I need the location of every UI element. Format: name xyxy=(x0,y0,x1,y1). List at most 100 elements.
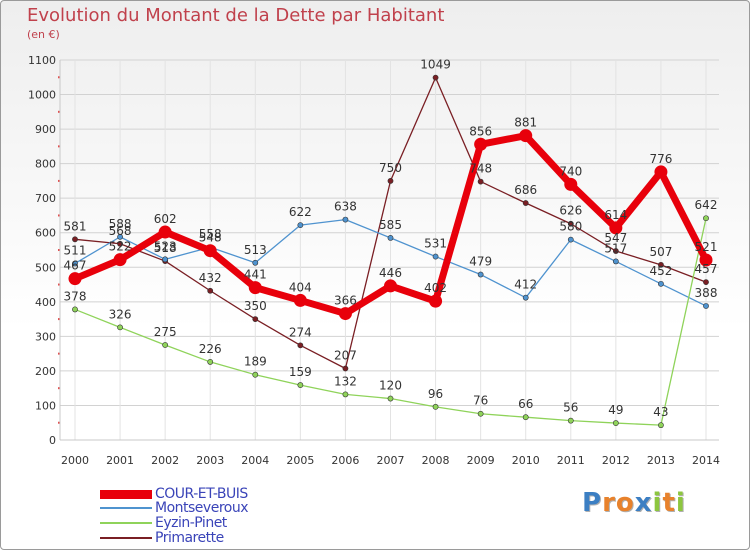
data-label-primarette: 626 xyxy=(559,204,582,218)
data-point-eyzin-pinet xyxy=(567,417,574,424)
data-point-primarette xyxy=(703,279,709,286)
data-label-primarette: 457 xyxy=(695,262,718,276)
data-label-eyzin-pinet: 132 xyxy=(334,374,357,388)
data-label-cour-et-buis: 446 xyxy=(379,266,402,280)
data-point-eyzin-pinet xyxy=(612,420,619,426)
data-point-montseveroux xyxy=(72,260,78,267)
data-label-eyzin-pinet: 275 xyxy=(154,325,177,339)
x-tick-label: 2011 xyxy=(557,454,585,467)
data-label-montseveroux: 513 xyxy=(244,243,267,257)
data-label-primarette: 748 xyxy=(469,162,492,176)
data-point-primarette xyxy=(477,178,484,185)
data-point-cour-et-buis xyxy=(474,137,488,151)
data-label-eyzin-pinet: 159 xyxy=(289,365,312,379)
data-point-eyzin-pinet xyxy=(477,410,484,417)
data-point-primarette xyxy=(342,365,349,372)
data-point-montseveroux xyxy=(297,222,304,229)
data-label-primarette: 432 xyxy=(199,271,222,285)
data-label-eyzin-pinet: 226 xyxy=(199,342,222,356)
data-label-montseveroux: 558 xyxy=(199,227,222,241)
data-label-cour-et-buis: 467 xyxy=(64,259,87,273)
data-point-eyzin-pinet xyxy=(387,395,394,402)
data-label-eyzin-pinet: 378 xyxy=(64,289,87,303)
data-point-primarette xyxy=(72,236,78,243)
logo-letter: i xyxy=(675,488,686,518)
data-point-cour-et-buis xyxy=(248,281,262,295)
y-tick-label: 900 xyxy=(35,123,56,136)
data-point-primarette xyxy=(522,200,529,206)
legend-item-eyzin-pinet: Eyzin-Pinet xyxy=(100,515,340,531)
data-label-eyzin-pinet: 43 xyxy=(653,405,668,419)
x-tick-label: 2012 xyxy=(602,454,630,467)
data-point-eyzin-pinet xyxy=(117,324,123,331)
data-point-eyzin-pinet xyxy=(297,382,304,388)
data-label-montseveroux: 585 xyxy=(379,218,402,232)
data-label-eyzin-pinet: 642 xyxy=(695,198,718,212)
unit-label: (en €) xyxy=(27,28,60,41)
data-point-montseveroux xyxy=(477,271,484,278)
logo-letter: r xyxy=(602,488,616,518)
data-point-eyzin-pinet xyxy=(703,215,709,222)
legend-item-montseveroux: Montseveroux xyxy=(100,500,340,516)
x-tick-label: 2004 xyxy=(241,454,269,467)
data-label-cour-et-buis: 404 xyxy=(289,280,312,294)
data-label-cour-et-buis: 776 xyxy=(649,152,672,166)
data-point-eyzin-pinet xyxy=(432,403,439,410)
data-label-cour-et-buis: 441 xyxy=(244,268,267,282)
data-point-primarette xyxy=(432,74,439,81)
data-label-eyzin-pinet: 49 xyxy=(608,403,623,417)
data-label-cour-et-buis: 856 xyxy=(469,124,492,138)
data-point-montseveroux xyxy=(252,259,259,266)
data-label-montseveroux: 622 xyxy=(289,205,312,219)
data-point-primarette xyxy=(612,248,619,254)
legend-item-cour-et-buis: COUR-ET-BUIS xyxy=(100,486,340,502)
data-label-cour-et-buis: 881 xyxy=(514,116,537,130)
data-point-montseveroux xyxy=(162,256,169,263)
data-label-montseveroux: 638 xyxy=(334,200,357,214)
data-point-montseveroux xyxy=(117,233,123,240)
legend-label-primarette: Primarette xyxy=(155,530,224,546)
data-label-eyzin-pinet: 189 xyxy=(244,355,267,369)
data-label-cour-et-buis: 402 xyxy=(424,281,447,295)
data-label-primarette: 581 xyxy=(64,219,87,233)
data-point-cour-et-buis xyxy=(68,272,82,286)
legend-label-cour-et-buis: COUR-ET-BUIS xyxy=(155,486,248,502)
logo-letter: x xyxy=(634,488,653,518)
y-tick-label: 600 xyxy=(35,227,56,240)
data-label-montseveroux: 531 xyxy=(424,237,447,251)
data-label-cour-et-buis: 602 xyxy=(154,212,177,226)
data-label-primarette: 686 xyxy=(514,183,537,197)
data-point-cour-et-buis xyxy=(699,253,713,267)
data-label-eyzin-pinet: 56 xyxy=(563,401,578,415)
y-tick-label: 400 xyxy=(35,296,56,309)
x-tick-label: 2006 xyxy=(331,454,359,467)
legend-label-eyzin-pinet: Eyzin-Pinet xyxy=(155,515,227,531)
y-tick-label: 0 xyxy=(49,434,56,447)
data-point-montseveroux xyxy=(612,258,619,265)
proxiti-logo: Proxiti xyxy=(582,488,686,518)
y-tick-label: 200 xyxy=(35,365,56,378)
data-point-primarette xyxy=(207,287,214,294)
data-label-primarette: 547 xyxy=(604,231,627,245)
legend-label-montseveroux: Montseveroux xyxy=(155,500,248,516)
y-tick-label: 1100 xyxy=(28,54,56,67)
data-point-montseveroux xyxy=(387,235,394,241)
data-label-montseveroux: 388 xyxy=(695,286,718,300)
x-tick-label: 2014 xyxy=(692,454,720,467)
y-tick-label: 1000 xyxy=(28,89,56,102)
data-label-cour-et-buis: 366 xyxy=(334,294,357,308)
data-label-primarette: 350 xyxy=(244,299,267,313)
x-tick-label: 2005 xyxy=(286,454,314,467)
x-tick-label: 2002 xyxy=(151,454,179,467)
data-label-primarette: 507 xyxy=(649,245,672,259)
y-tick-label: 800 xyxy=(35,158,56,171)
data-point-primarette xyxy=(297,342,304,349)
x-tick-label: 2000 xyxy=(61,454,89,467)
data-label-eyzin-pinet: 120 xyxy=(379,379,402,393)
data-label-eyzin-pinet: 326 xyxy=(109,307,132,321)
data-point-primarette xyxy=(658,261,664,268)
legend-item-primarette: Primarette xyxy=(100,530,340,546)
data-point-eyzin-pinet xyxy=(207,359,214,365)
data-point-montseveroux xyxy=(658,280,664,287)
